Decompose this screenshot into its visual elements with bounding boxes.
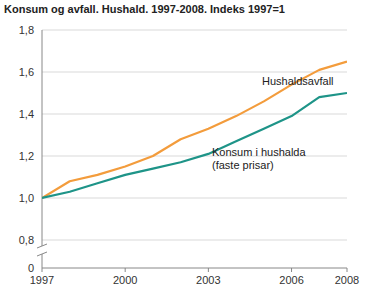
- series-line: [42, 93, 347, 198]
- y-tick-label: 1,6: [19, 66, 34, 78]
- y-tick-label: 0: [28, 262, 34, 274]
- y-tick-label: 1,0: [19, 192, 34, 204]
- grid-line: [42, 198, 347, 199]
- plot-area: [42, 62, 347, 199]
- axis-break: [37, 244, 47, 248]
- y-tick-label: 1,8: [19, 24, 34, 36]
- x-tick: [125, 268, 126, 272]
- grid-line: [42, 30, 347, 31]
- x-tick: [291, 268, 292, 272]
- y-axis: [42, 30, 43, 246]
- x-tick-label: 2006: [279, 274, 303, 286]
- chart: Konsum og avfall. Hushald. 1997-2008. In…: [0, 0, 370, 293]
- x-tick-label: 2008: [335, 274, 359, 286]
- grid-line: [42, 114, 347, 115]
- series-label: Hushaldsavfall: [262, 75, 334, 87]
- y-tick-label: 0,8: [19, 234, 34, 246]
- x-tick-label: 1997: [30, 274, 54, 286]
- y-tick-label: 1,2: [19, 150, 34, 162]
- x-tick-label: 2000: [113, 274, 137, 286]
- x-tick-label: 2003: [196, 274, 220, 286]
- grid-line: [42, 240, 347, 241]
- title: Konsum og avfall. Hushald. 1997-2008. In…: [4, 3, 285, 15]
- series-label: Konsum i hushalda(faste prisar): [212, 146, 306, 171]
- series-line: [42, 62, 347, 199]
- axis-break: [37, 252, 47, 256]
- x-tick: [208, 268, 209, 272]
- x-tick: [42, 268, 43, 272]
- grid-line: [42, 72, 347, 73]
- x-axis: [42, 268, 347, 269]
- y-axis: [42, 254, 43, 268]
- y-tick-label: 1,4: [19, 108, 34, 120]
- x-tick: [347, 268, 348, 272]
